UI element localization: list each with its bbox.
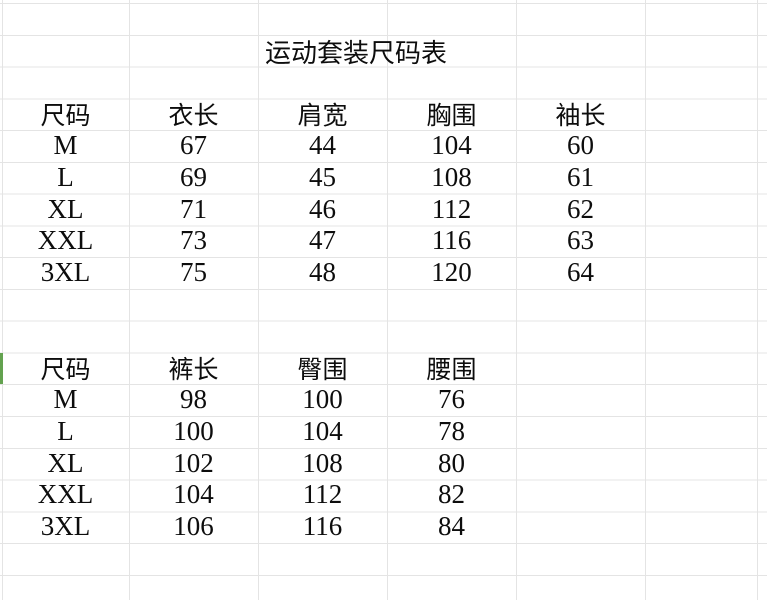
gridline-vertical	[2, 0, 3, 600]
selection-edge-marker	[0, 353, 3, 384]
cell: M	[53, 384, 78, 415]
cell: 45	[309, 161, 336, 192]
cell: 63	[567, 225, 594, 256]
cell: 44	[309, 130, 336, 161]
cell: 62	[567, 193, 594, 224]
cell: L	[57, 415, 74, 446]
cell: 75	[180, 257, 207, 288]
cell: 106	[173, 511, 214, 542]
cell: 46	[309, 193, 336, 224]
gridline-vertical	[258, 0, 259, 600]
cell: 3XL	[40, 511, 91, 542]
upper-size-table: 尺码 衣长 肩宽 胸围 袖长 M 67 44 104 60 L 69 45 10…	[2, 98, 645, 289]
cell: M	[53, 130, 78, 161]
cell: 120	[431, 257, 472, 288]
cell: 80	[438, 447, 465, 478]
col-header-shoulder: 肩宽	[297, 102, 348, 130]
cell: 48	[309, 257, 336, 288]
cell: 104	[302, 415, 343, 446]
cell: 112	[302, 479, 343, 510]
col-header-pants: 裤长	[168, 356, 219, 384]
cell: 102	[173, 447, 214, 478]
cell: 84	[438, 511, 465, 542]
page-title: 运动套装尺码表	[264, 38, 447, 68]
cell: XL	[47, 193, 84, 224]
cell: 98	[180, 384, 207, 415]
cell: 47	[309, 225, 336, 256]
cell: 69	[180, 161, 207, 192]
cell: 100	[302, 384, 343, 415]
cell: 104	[173, 479, 214, 510]
gridline-vertical	[129, 0, 130, 600]
col-header-sleeve: 袖长	[555, 102, 606, 130]
cell: XXL	[37, 479, 94, 510]
cell: 60	[567, 130, 594, 161]
cell: 104	[431, 130, 472, 161]
cell: 82	[438, 479, 465, 510]
cell: 116	[431, 225, 472, 256]
col-header-chest: 胸围	[426, 102, 477, 130]
cell: 78	[438, 415, 465, 446]
cell: 100	[173, 415, 214, 446]
gridline-vertical	[387, 0, 388, 600]
col-header-waist: 腰围	[426, 356, 477, 384]
cell: 76	[438, 384, 465, 415]
cell: 71	[180, 193, 207, 224]
cell: XXL	[37, 225, 94, 256]
cell: 73	[180, 225, 207, 256]
cell: XL	[47, 447, 84, 478]
col-header-size: 尺码	[40, 356, 91, 384]
cell: 112	[431, 193, 472, 224]
gridline-vertical	[516, 0, 517, 600]
cell: 108	[431, 161, 472, 192]
cell: 116	[302, 511, 343, 542]
cell: 67	[180, 130, 207, 161]
cell: 64	[567, 257, 594, 288]
cell: L	[57, 161, 74, 192]
gridline-vertical	[645, 0, 646, 600]
lower-size-table: 尺码 裤长 臀围 腰围 M 98 100 76 L 100 104 78 XL …	[2, 352, 516, 543]
col-header-length: 衣长	[168, 102, 219, 130]
cell: 61	[567, 161, 594, 192]
col-header-hip: 臀围	[297, 356, 348, 384]
gridline-vertical	[757, 0, 758, 600]
cell: 108	[302, 447, 343, 478]
cell: 3XL	[40, 257, 91, 288]
col-header-size: 尺码	[40, 102, 91, 130]
